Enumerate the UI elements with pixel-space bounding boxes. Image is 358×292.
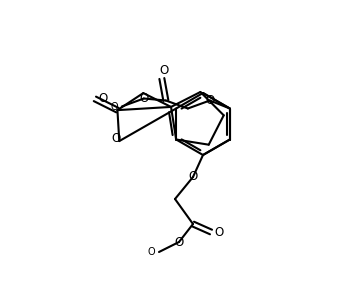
Text: O: O (205, 94, 214, 107)
Text: O: O (159, 64, 169, 77)
Text: O: O (147, 247, 155, 257)
Text: O: O (188, 171, 198, 183)
Text: O: O (139, 92, 149, 105)
Text: O: O (110, 102, 118, 112)
Text: O: O (174, 236, 184, 248)
Text: O: O (112, 132, 121, 145)
Text: O: O (214, 225, 224, 239)
Text: O: O (98, 92, 107, 105)
